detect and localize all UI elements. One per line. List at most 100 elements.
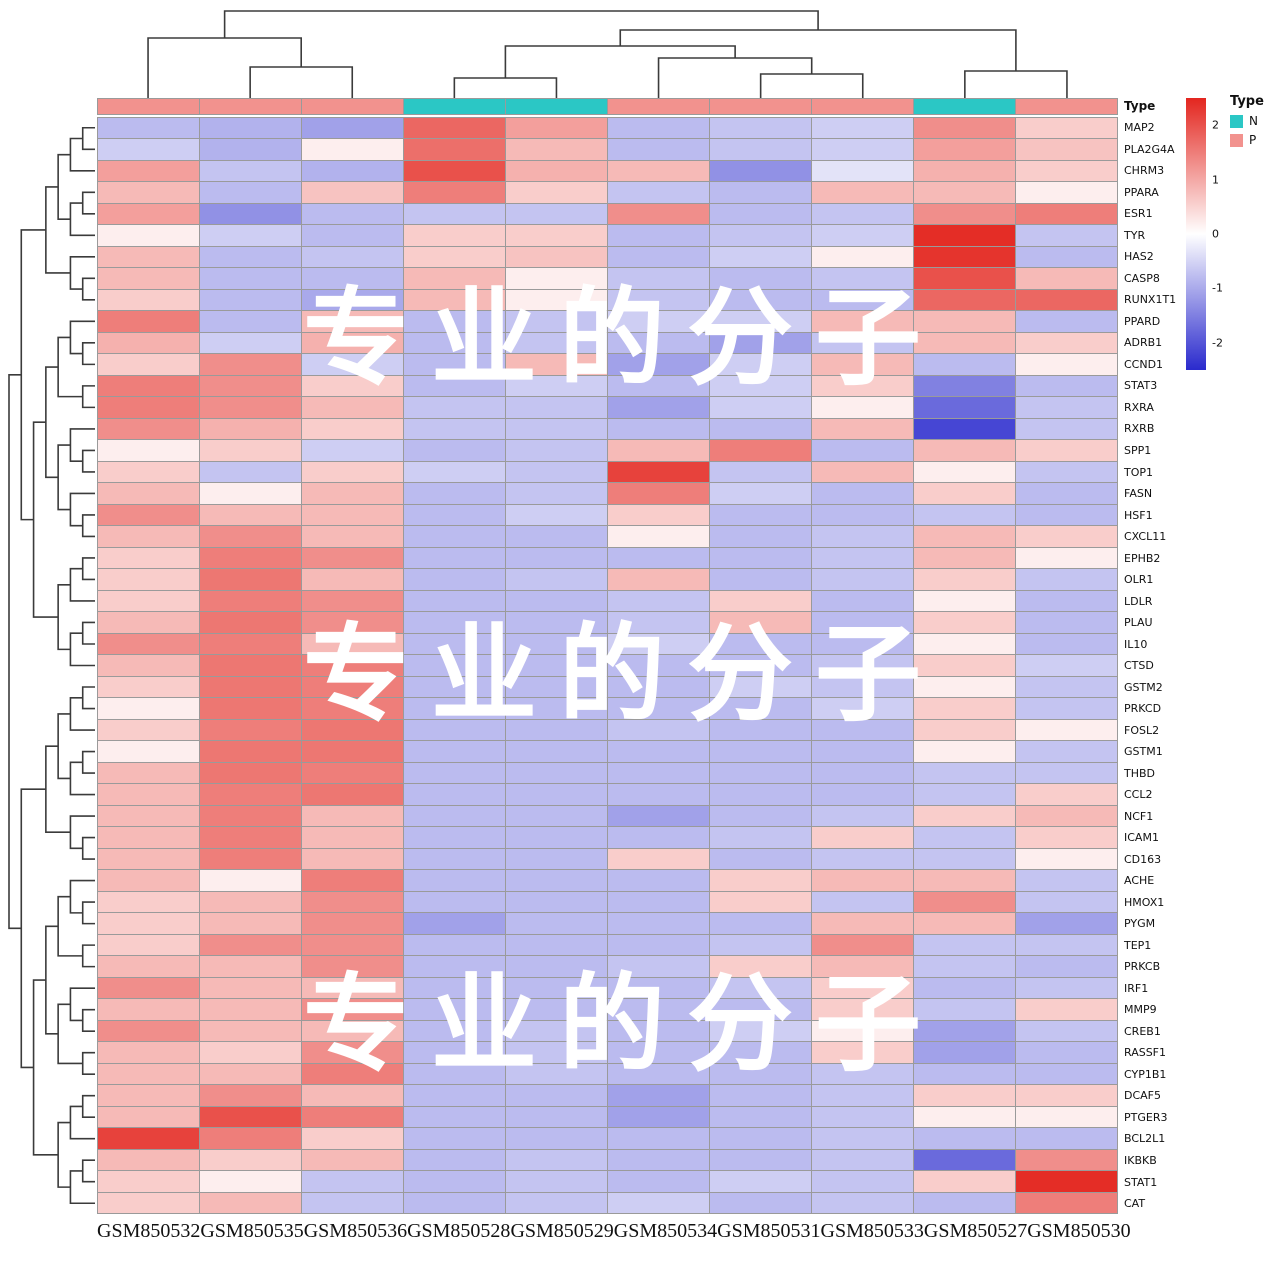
heatmap-cell <box>506 1106 607 1128</box>
heatmap-cell <box>404 160 505 182</box>
heatmap-cell <box>98 504 199 526</box>
heatmap-cell <box>200 547 301 569</box>
heatmap-cell <box>404 719 505 741</box>
heatmap-cell <box>200 1149 301 1171</box>
heatmap-cell <box>302 160 403 182</box>
heatmap-cell <box>200 870 301 891</box>
row-label: STAT3 <box>1124 379 1158 393</box>
heatmap-cell <box>506 569 607 590</box>
heatmap-cell <box>302 612 403 633</box>
row-label: RUNX1T1 <box>1124 293 1177 307</box>
heatmap-cell <box>914 547 1015 569</box>
heatmap-cell <box>812 1192 913 1213</box>
heatmap-cell <box>608 375 709 397</box>
heatmap-cell <box>608 547 709 569</box>
heatmap-cell <box>506 827 607 848</box>
heatmap-cell <box>710 956 811 977</box>
heatmap-cell <box>1016 311 1117 332</box>
heatmap-cell <box>506 440 607 461</box>
row-label: GSTM1 <box>1124 745 1163 759</box>
heatmap-cell <box>914 633 1015 655</box>
heatmap-cell <box>1016 225 1117 246</box>
heatmap-cell <box>914 118 1015 139</box>
heatmap-cell <box>404 1042 505 1063</box>
heatmap-cell <box>1016 1171 1117 1192</box>
heatmap-cell <box>812 118 913 139</box>
heatmap-cell <box>98 1085 199 1106</box>
heatmap-cell <box>302 118 403 139</box>
heatmap-cell <box>914 1042 1015 1063</box>
heatmap-cell <box>812 1020 913 1042</box>
heatmap-cell <box>506 784 607 805</box>
heatmap-cell <box>506 805 607 827</box>
heatmap-cell <box>506 633 607 655</box>
heatmap-cell <box>710 182 811 203</box>
heatmap-cell <box>404 289 505 311</box>
heatmap-cell <box>914 504 1015 526</box>
heatmap-cell <box>914 934 1015 956</box>
heatmap-cell <box>1016 1192 1117 1213</box>
heatmap-cell <box>404 483 505 504</box>
heatmap-cell <box>710 784 811 805</box>
heatmap-cell <box>608 913 709 934</box>
heatmap-cell <box>506 1042 607 1063</box>
heatmap-cell <box>98 268 199 289</box>
column-label: GSM850530 <box>1027 1220 1131 1242</box>
heatmap-cell <box>812 547 913 569</box>
heatmap-cell <box>302 719 403 741</box>
heatmap-cell <box>98 719 199 741</box>
heatmap-cell <box>98 762 199 784</box>
heatmap-cell <box>506 461 607 483</box>
heatmap-cell <box>404 440 505 461</box>
heatmap-cell <box>98 956 199 977</box>
heatmap-cell <box>404 956 505 977</box>
heatmap-cell <box>404 526 505 547</box>
heatmap-cell <box>200 999 301 1020</box>
heatmap-cell <box>506 1171 607 1192</box>
heatmap-cell <box>1016 741 1117 762</box>
heatmap-cell <box>710 1149 811 1171</box>
heatmap-cell <box>914 741 1015 762</box>
heatmap-cell <box>710 225 811 246</box>
heatmap-cell <box>710 397 811 418</box>
heatmap-cell <box>812 633 913 655</box>
heatmap-cell <box>710 375 811 397</box>
heatmap-cell <box>1016 848 1117 870</box>
column-label: GSM850536 <box>303 1220 408 1242</box>
heatmap-cell <box>200 397 301 418</box>
heatmap-cell <box>302 999 403 1020</box>
heatmap-cell <box>404 1149 505 1171</box>
heatmap-cell <box>200 1020 301 1042</box>
heatmap-cell <box>98 547 199 569</box>
heatmap-cell <box>302 1085 403 1106</box>
heatmap-cell <box>404 547 505 569</box>
heatmap-cell <box>200 461 301 483</box>
heatmap-cell <box>302 633 403 655</box>
heatmap-cell <box>710 483 811 504</box>
column-labels: GSM850532 GSM850535 GSM850536 GSM850528 GSM8… <box>97 1220 1131 1250</box>
heatmap-cell <box>506 698 607 719</box>
row-label: DCAF5 <box>1124 1089 1162 1103</box>
heatmap-cell <box>506 1128 607 1149</box>
heatmap-cell <box>1016 1149 1117 1171</box>
heatmap-cell <box>506 676 607 698</box>
row-label: HAS2 <box>1124 250 1154 264</box>
heatmap-cell <box>200 913 301 934</box>
heatmap-cell <box>812 225 913 246</box>
heatmap-cell <box>98 913 199 934</box>
heatmap-cell <box>200 1128 301 1149</box>
heatmap-cell <box>302 913 403 934</box>
heatmap-cell <box>1016 590 1117 612</box>
heatmap-cell <box>710 139 811 160</box>
annotation-cell <box>404 99 505 114</box>
heatmap-cell <box>506 1085 607 1106</box>
heatmap-cell <box>608 805 709 827</box>
heatmap-cell <box>608 977 709 999</box>
heatmap-cell <box>200 483 301 504</box>
heatmap-cell <box>914 762 1015 784</box>
heatmap-cell <box>1016 526 1117 547</box>
heatmap-cell <box>506 719 607 741</box>
heatmap-cell <box>812 1042 913 1063</box>
heatmap-cell <box>200 977 301 999</box>
